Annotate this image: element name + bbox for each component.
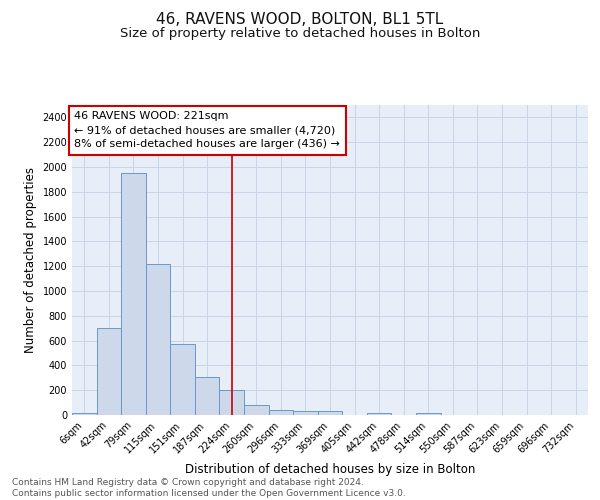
Bar <box>318 410 342 415</box>
Text: 46, RAVENS WOOD, BOLTON, BL1 5TL: 46, RAVENS WOOD, BOLTON, BL1 5TL <box>157 12 443 28</box>
Bar <box>121 173 146 415</box>
Bar <box>146 264 170 415</box>
Bar <box>220 390 244 415</box>
Text: Contains HM Land Registry data © Crown copyright and database right 2024.
Contai: Contains HM Land Registry data © Crown c… <box>12 478 406 498</box>
Bar <box>97 328 121 415</box>
Bar <box>416 412 440 415</box>
Text: Size of property relative to detached houses in Bolton: Size of property relative to detached ho… <box>120 28 480 40</box>
Y-axis label: Number of detached properties: Number of detached properties <box>24 167 37 353</box>
Bar <box>244 405 269 415</box>
Bar <box>72 412 97 415</box>
Bar <box>269 410 293 415</box>
Bar <box>195 376 220 415</box>
Text: 46 RAVENS WOOD: 221sqm
← 91% of detached houses are smaller (4,720)
8% of semi-d: 46 RAVENS WOOD: 221sqm ← 91% of detached… <box>74 111 340 149</box>
Bar <box>170 344 195 415</box>
X-axis label: Distribution of detached houses by size in Bolton: Distribution of detached houses by size … <box>185 463 475 476</box>
Bar <box>367 412 391 415</box>
Bar <box>293 410 318 415</box>
